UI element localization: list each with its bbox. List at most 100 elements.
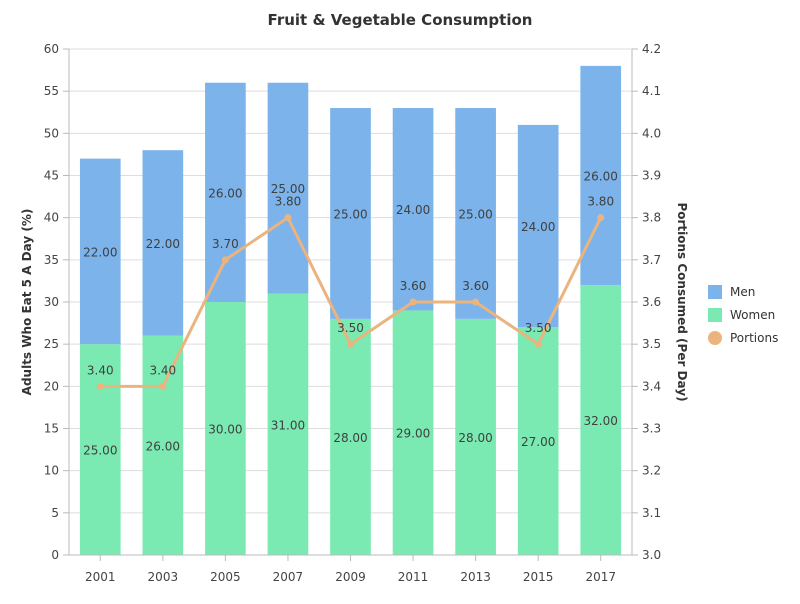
left-axis-tick-label: 0: [51, 548, 59, 562]
legend-label: Women: [730, 308, 775, 322]
portions-value-label: 3.50: [525, 321, 552, 335]
right-axis-tick-label: 3.9: [642, 169, 661, 183]
legend-label: Men: [730, 285, 755, 299]
portions-point: [159, 382, 167, 390]
bar-women-2009: [330, 318, 371, 555]
portions-point: [409, 298, 417, 306]
bar-value-label: 25.00: [83, 444, 117, 458]
bar-women-2011: [392, 310, 434, 555]
x-axis-tick-label: 2015: [523, 570, 554, 584]
right-axis-title: Portions Consumed (Per Day): [675, 202, 689, 401]
left-axis-tick-label: 25: [44, 337, 59, 351]
bar-value-label: 29.00: [396, 427, 430, 441]
legend-item-men[interactable]: Men: [708, 285, 755, 299]
portions-value-label: 3.40: [87, 363, 114, 377]
bar-men-2015: [517, 124, 559, 328]
x-axis-tick-label: 2017: [585, 570, 616, 584]
left-axis-tick-label: 35: [44, 253, 59, 267]
portions-point: [221, 256, 229, 264]
bar-men-2003: [142, 150, 184, 336]
bar-value-label: 22.00: [83, 245, 117, 259]
bar-value-label: 31.00: [271, 418, 305, 432]
bar-women-2015: [517, 327, 559, 555]
right-axis-tick-label: 3.6: [642, 295, 661, 309]
left-axis-tick-label: 55: [44, 84, 59, 98]
right-axis-tick-label: 4.0: [642, 126, 661, 140]
left-axis-tick-label: 5: [51, 506, 59, 520]
bar-men-2011: [392, 108, 434, 311]
bar-value-label: 22.00: [146, 237, 180, 251]
x-axis-tick-label: 2001: [85, 570, 116, 584]
portions-value-label: 3.60: [462, 279, 489, 293]
axes: 0 5 10 15 20 25 30 35 40 45 50 55 60 3.0 3.1 3.2 3.3 3.4 3…: [44, 42, 661, 584]
bar-men-2017: [580, 65, 622, 286]
bar-value-label: 24.00: [396, 203, 430, 217]
legend-item-women[interactable]: Women: [708, 308, 775, 322]
bar-women-2001: [79, 344, 121, 555]
portions-point: [347, 340, 354, 348]
left-axis-tick-label: 30: [44, 295, 59, 309]
right-axis-tick-label: 3.0: [642, 548, 661, 562]
legend-item-portions[interactable]: Portions: [708, 331, 778, 345]
bar-men-2013: [455, 108, 496, 319]
bar-value-label: 28.00: [333, 431, 367, 445]
data-labels: 25.00 26.00 30.00 31.00 28.00 29.00 28.00 27.00…: [83, 170, 618, 458]
left-axis-tick-label: 45: [44, 169, 59, 183]
left-axis-tick-label: 20: [44, 379, 59, 393]
left-axis-title: Adults Who Eat 5 A Day (%): [20, 209, 34, 396]
legend-swatch: [708, 308, 722, 322]
portions-value-label: 3.80: [275, 195, 302, 209]
left-axis-tick-label: 40: [44, 211, 59, 225]
portions-point: [472, 298, 480, 306]
right-axis-tick-label: 4.1: [642, 84, 661, 98]
right-axis-tick-label: 3.5: [642, 337, 661, 351]
bar-value-label: 25.00: [458, 207, 492, 221]
x-axis-tick-label: 2007: [273, 570, 304, 584]
bar-value-label: 28.00: [458, 431, 492, 445]
x-axis-tick-label: 2005: [210, 570, 241, 584]
bar-value-label: 27.00: [521, 435, 555, 449]
bar-women-2003: [142, 335, 184, 555]
left-axis-tick-label: 15: [44, 422, 59, 436]
bar-value-label: 30.00: [208, 423, 242, 437]
bar-men-2007: [267, 82, 309, 294]
right-axis-tick-label: 3.3: [642, 422, 661, 436]
right-axis-tick-label: 3.2: [642, 464, 661, 478]
bar-value-label: 32.00: [584, 414, 618, 428]
bar-women-2013: [455, 318, 496, 555]
left-axis-tick-label: 50: [44, 126, 59, 140]
legend: Men Women Portions: [708, 285, 778, 345]
right-axis-tick-label: 3.8: [642, 211, 661, 225]
bar-value-label: 26.00: [208, 186, 242, 200]
left-axis-tick-label: 10: [44, 464, 59, 478]
left-axis-tick-label: 60: [44, 42, 59, 56]
right-axis-tick-label: 4.2: [642, 42, 661, 56]
x-axis-tick-label: 2009: [335, 570, 366, 584]
portions-value-label: 3.40: [149, 363, 176, 377]
bar-women-2005: [205, 302, 246, 555]
bar-women-2017: [580, 285, 622, 555]
portions-line-layer: [96, 214, 605, 390]
bar-men-2005: [205, 82, 246, 302]
bar-value-label: 26.00: [146, 439, 180, 453]
legend-swatch: [708, 331, 722, 345]
right-axis-tick-label: 3.1: [642, 506, 661, 520]
portions-point: [284, 214, 292, 222]
portions-value-label: 3.60: [400, 279, 427, 293]
bar-value-label: 26.00: [584, 170, 618, 184]
portions-point: [96, 382, 104, 390]
right-axis-tick-label: 3.7: [642, 253, 661, 267]
portions-value-label: 3.80: [587, 195, 614, 209]
portions-point: [597, 214, 605, 222]
chart-title: Fruit & Vegetable Consumption: [268, 11, 533, 29]
bar-women-2007: [267, 293, 309, 555]
bar-men-2001: [79, 158, 121, 345]
bar-value-label: 25.00: [333, 207, 367, 221]
bar-men-2009: [330, 108, 371, 319]
bars: [79, 65, 622, 555]
legend-label: Portions: [730, 331, 778, 345]
bar-value-label: 24.00: [521, 220, 555, 234]
portions-value-label: 3.50: [337, 321, 364, 335]
